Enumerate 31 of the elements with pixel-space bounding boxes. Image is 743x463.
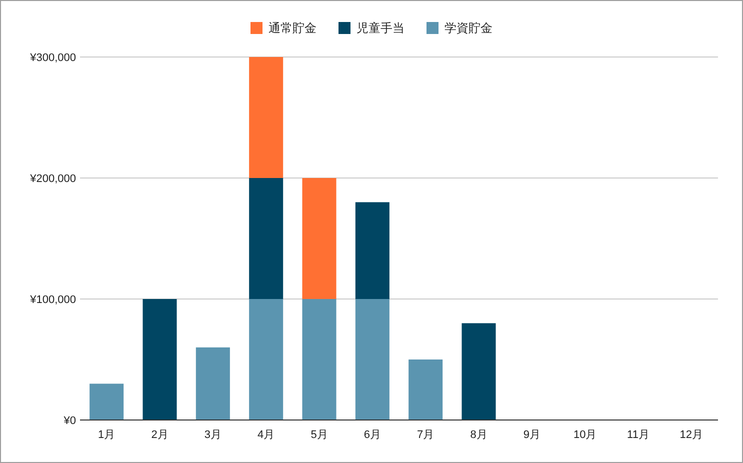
x-tick-label: 3月 [204, 429, 222, 441]
bar [408, 360, 443, 420]
x-tick-label: 5月 [310, 429, 328, 441]
bar [249, 57, 284, 178]
x-tick-label: 8月 [470, 429, 488, 441]
x-tick-label: 7月 [417, 429, 434, 441]
bar [90, 384, 124, 420]
legend-label: 通常貯金 [268, 21, 316, 35]
bar [302, 178, 336, 299]
bar [142, 299, 177, 420]
x-tick-label: 1月 [98, 429, 116, 441]
bar [462, 323, 496, 420]
y-tick-label: ¥0 [62, 415, 76, 427]
bar [196, 347, 230, 420]
y-tick-label: ¥300,000 [29, 52, 76, 64]
y-tick-label: ¥100,000 [29, 294, 76, 306]
x-tick-label: 9月 [523, 429, 540, 441]
x-tick-label: 6月 [364, 429, 381, 441]
x-tick-label: 4月 [258, 429, 275, 441]
bar [355, 202, 390, 299]
x-tick-label: 11月 [627, 429, 650, 441]
bar [249, 299, 284, 420]
bar [302, 299, 336, 420]
legend-label: 児童手当 [356, 21, 404, 35]
y-tick-label: ¥200,000 [29, 173, 76, 185]
x-tick-label: 2月 [151, 429, 168, 441]
bar [249, 178, 284, 299]
x-tick-label: 12月 [680, 429, 704, 441]
legend-label: 学資貯金 [444, 21, 492, 35]
x-tick-label: 10月 [573, 429, 597, 441]
bar [355, 299, 390, 420]
